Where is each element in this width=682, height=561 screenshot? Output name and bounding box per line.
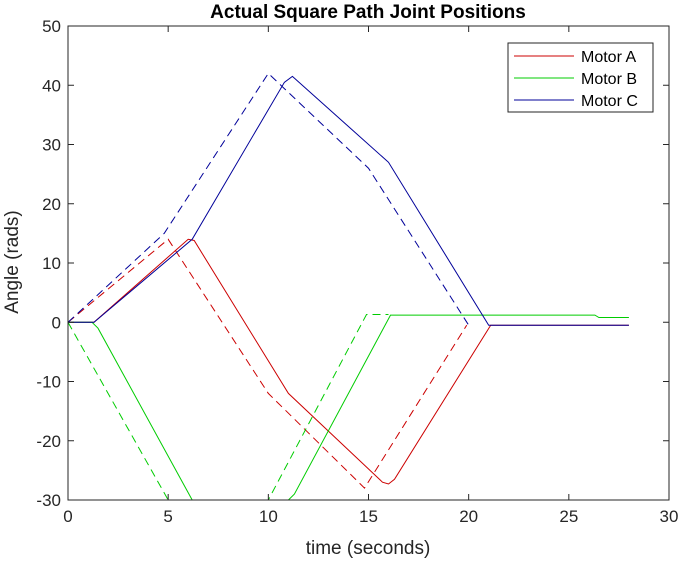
y-tick-label: -10 [36,373,61,392]
y-tick-label: 0 [52,313,61,332]
legend-label: Motor C [581,93,638,110]
x-tick-label: 10 [259,507,278,526]
y-tick-label: 30 [42,136,61,155]
y-tick-label: -30 [36,491,61,510]
y-tick-label: 20 [42,195,61,214]
series-line-motor-a-solid [68,238,629,485]
axes-layer: 0 5 10 15 20 25 30 -30 -20 -10 0 10 20 30 40 50 [36,17,678,526]
series-layer [68,72,629,500]
legend: Motor A Motor B Motor C [507,42,654,113]
series-group [68,72,629,500]
x-axis-label: time (seconds) [306,538,431,559]
y-tick-label: 50 [42,17,61,36]
x-tick-label: 20 [459,507,478,526]
x-tick-label: 5 [163,507,172,526]
series-line-motor-b-solid [68,314,629,500]
x-tick-label: 15 [359,507,378,526]
x-tick-label: 25 [559,507,578,526]
y-tick-label: -20 [36,432,61,451]
series-line-motor-c-dashed [68,72,470,326]
series-line-motor-b-dashed [68,314,389,500]
series-line-motor-c-solid [68,75,629,326]
y-axis-label: Angle (rads) [2,210,23,314]
legend-label: Motor B [581,71,637,88]
y-tick-label: 40 [42,76,61,95]
chart-title: Actual Square Path Joint Positions [210,2,526,23]
series-line-motor-a-dashed [68,238,468,489]
x-tick-label: 0 [63,507,72,526]
y-tick-label: 10 [42,254,61,273]
legend-label: Motor A [581,49,636,66]
x-tick-label: 30 [660,507,679,526]
